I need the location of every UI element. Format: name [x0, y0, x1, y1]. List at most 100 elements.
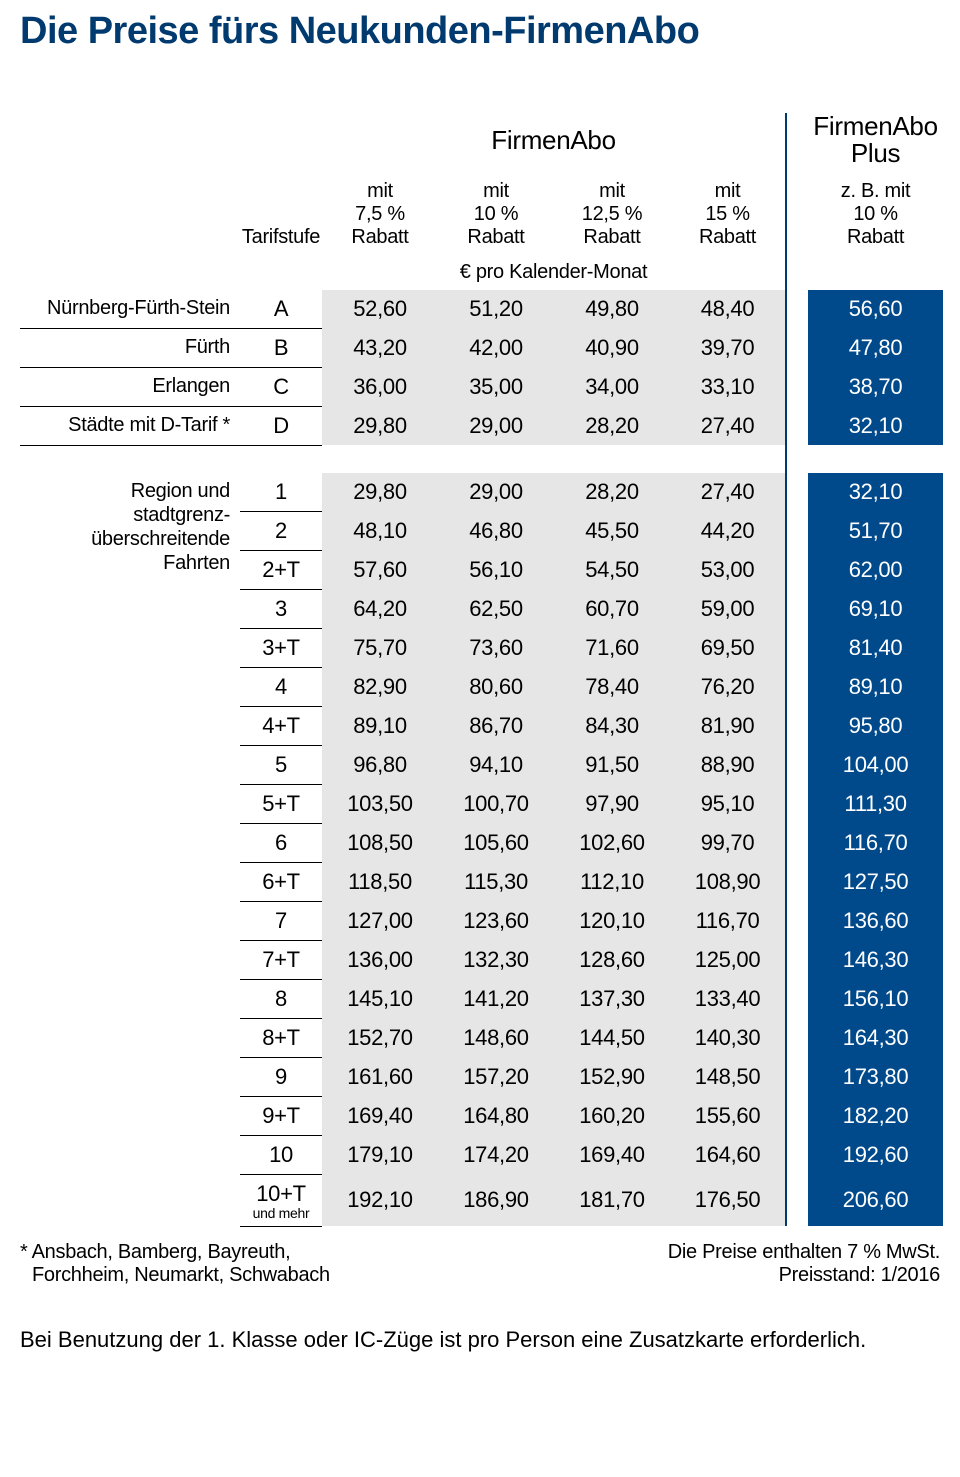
s2-val-15-3: 148,50	[670, 1058, 786, 1097]
footnote-left-l1: * Ansbach, Bamberg, Bayreuth,	[20, 1241, 330, 1264]
s2-plus-14: 164,30	[808, 1019, 943, 1058]
s2-plus-7: 104,00	[808, 746, 943, 785]
s2-val-15-2: 152,90	[554, 1058, 670, 1097]
s2-val-13-2: 137,30	[554, 980, 670, 1019]
s1-label-3: Städte mit D-Tarif *	[20, 406, 240, 445]
s1-plus-0: 56,60	[808, 290, 943, 329]
s2-val-2-2: 54,50	[554, 551, 670, 590]
s2-val-10-3: 108,90	[670, 863, 786, 902]
s2-tarif-15: 9	[240, 1058, 322, 1097]
s2-val-9-3: 99,70	[670, 824, 786, 863]
s2-tarif-6: 4+T	[240, 707, 322, 746]
s2-val-1-3: 44,20	[670, 512, 786, 551]
s2-val-5-3: 76,20	[670, 668, 786, 707]
s2-tarif-1: 2	[240, 512, 322, 551]
s2-val-10-1: 115,30	[438, 863, 554, 902]
s1-val-3-0: 29,80	[322, 406, 438, 445]
s2-val-5-1: 80,60	[438, 668, 554, 707]
s2-val-14-0: 152,70	[322, 1019, 438, 1058]
s2-val-16-3: 155,60	[670, 1097, 786, 1136]
s2-tarif-12: 7+T	[240, 941, 322, 980]
s2-tarif-0: 1	[240, 473, 322, 512]
s2-val-16-2: 160,20	[554, 1097, 670, 1136]
s2-plus-2: 62,00	[808, 551, 943, 590]
s2-val-12-1: 132,30	[438, 941, 554, 980]
s2-tarif-18: 10+Tund mehr	[240, 1175, 322, 1227]
s2-val-13-1: 141,20	[438, 980, 554, 1019]
s1-tarif-1: B	[240, 328, 322, 367]
header-col-0: mit 7,5 % Rabatt	[322, 176, 438, 257]
s2-val-4-2: 71,60	[554, 629, 670, 668]
s2-val-6-1: 86,70	[438, 707, 554, 746]
s1-val-0-1: 51,20	[438, 290, 554, 329]
s2-val-9-1: 105,60	[438, 824, 554, 863]
s2-val-11-2: 120,10	[554, 902, 670, 941]
s2-val-8-2: 97,90	[554, 785, 670, 824]
s1-val-2-3: 33,10	[670, 367, 786, 406]
s2-label: Region undstadtgrenz-überschreitendeFahr…	[20, 473, 240, 1226]
s2-val-12-2: 128,60	[554, 941, 670, 980]
s2-val-0-0: 29,80	[322, 473, 438, 512]
s2-val-17-1: 174,20	[438, 1136, 554, 1175]
s2-val-13-0: 145,10	[322, 980, 438, 1019]
s1-val-3-2: 28,20	[554, 406, 670, 445]
s2-plus-12: 146,30	[808, 941, 943, 980]
header-col-2: mit 12,5 % Rabatt	[554, 176, 670, 257]
s2-val-16-1: 164,80	[438, 1097, 554, 1136]
s2-plus-18: 206,60	[808, 1175, 943, 1227]
s2-val-10-0: 118,50	[322, 863, 438, 902]
s2-val-14-1: 148,60	[438, 1019, 554, 1058]
s2-plus-16: 182,20	[808, 1097, 943, 1136]
s2-val-11-1: 123,60	[438, 902, 554, 941]
s2-plus-13: 156,10	[808, 980, 943, 1019]
subnote: € pro Kalender-Monat	[322, 257, 786, 290]
s2-val-6-0: 89,10	[322, 707, 438, 746]
s2-val-16-0: 169,40	[322, 1097, 438, 1136]
s2-tarif-7: 5	[240, 746, 322, 785]
header-col-plus: z. B. mit 10 % Rabatt	[808, 176, 943, 257]
s2-plus-15: 173,80	[808, 1058, 943, 1097]
s2-val-9-2: 102,60	[554, 824, 670, 863]
s2-tarif-11: 7	[240, 902, 322, 941]
s2-val-1-0: 48,10	[322, 512, 438, 551]
s1-tarif-2: C	[240, 367, 322, 406]
footnotes: * Ansbach, Bamberg, Bayreuth, Forchheim,…	[20, 1241, 940, 1287]
s2-plus-9: 116,70	[808, 824, 943, 863]
s1-tarif-0: A	[240, 290, 322, 329]
s2-val-2-1: 56,10	[438, 551, 554, 590]
s2-val-7-0: 96,80	[322, 746, 438, 785]
s2-val-7-1: 94,10	[438, 746, 554, 785]
s1-val-3-3: 27,40	[670, 406, 786, 445]
header-col-3: mit 15 % Rabatt	[670, 176, 786, 257]
s2-tarif-5: 4	[240, 668, 322, 707]
s2-val-4-1: 73,60	[438, 629, 554, 668]
s2-val-12-3: 125,00	[670, 941, 786, 980]
s2-val-13-3: 133,40	[670, 980, 786, 1019]
footnote-right-l2: Preisstand: 1/2016	[668, 1264, 940, 1287]
s2-val-15-0: 161,60	[322, 1058, 438, 1097]
s2-tarif-3: 3	[240, 590, 322, 629]
s2-val-0-1: 29,00	[438, 473, 554, 512]
s2-tarif-14: 8+T	[240, 1019, 322, 1058]
s2-val-1-2: 45,50	[554, 512, 670, 551]
s2-val-11-3: 116,70	[670, 902, 786, 941]
s2-tarif-16: 9+T	[240, 1097, 322, 1136]
s1-plus-2: 38,70	[808, 367, 943, 406]
s1-plus-3: 32,10	[808, 406, 943, 445]
s2-tarif-4: 3+T	[240, 629, 322, 668]
s2-tarif-13: 8	[240, 980, 322, 1019]
s2-val-3-0: 64,20	[322, 590, 438, 629]
s2-val-7-3: 88,90	[670, 746, 786, 785]
s2-val-1-1: 46,80	[438, 512, 554, 551]
s2-val-17-0: 179,10	[322, 1136, 438, 1175]
s2-val-2-0: 57,60	[322, 551, 438, 590]
s2-val-8-0: 103,50	[322, 785, 438, 824]
s2-val-3-3: 59,00	[670, 590, 786, 629]
s2-val-3-1: 62,50	[438, 590, 554, 629]
s2-plus-1: 51,70	[808, 512, 943, 551]
s2-val-0-2: 28,20	[554, 473, 670, 512]
s1-val-2-2: 34,00	[554, 367, 670, 406]
s1-val-0-0: 52,60	[322, 290, 438, 329]
s2-val-6-2: 84,30	[554, 707, 670, 746]
header-group-abo: FirmenAbo	[322, 113, 786, 176]
